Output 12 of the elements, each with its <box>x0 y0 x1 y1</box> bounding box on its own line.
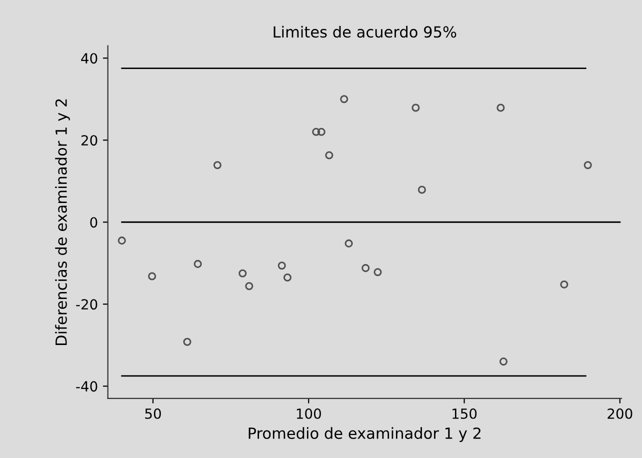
y-tick-label: -20 <box>76 299 98 310</box>
chart-title: Limites de acuerdo 95% <box>274 26 456 38</box>
y-tick-label: 20 <box>81 135 98 146</box>
x-tick-label: 200 <box>608 408 632 419</box>
y-axis-title: Diferencias de examinador 1 y 2 <box>55 99 70 345</box>
x-axis-title: Promedio de examinador 1 y 2 <box>248 427 480 442</box>
y-tick-label: 40 <box>81 53 98 64</box>
x-tick-label: 150 <box>452 408 477 419</box>
x-tick-label: 100 <box>296 408 321 419</box>
y-tick-label: 0 <box>90 217 98 228</box>
x-tick-label: 50 <box>145 408 161 419</box>
y-tick-label: -40 <box>76 381 98 392</box>
